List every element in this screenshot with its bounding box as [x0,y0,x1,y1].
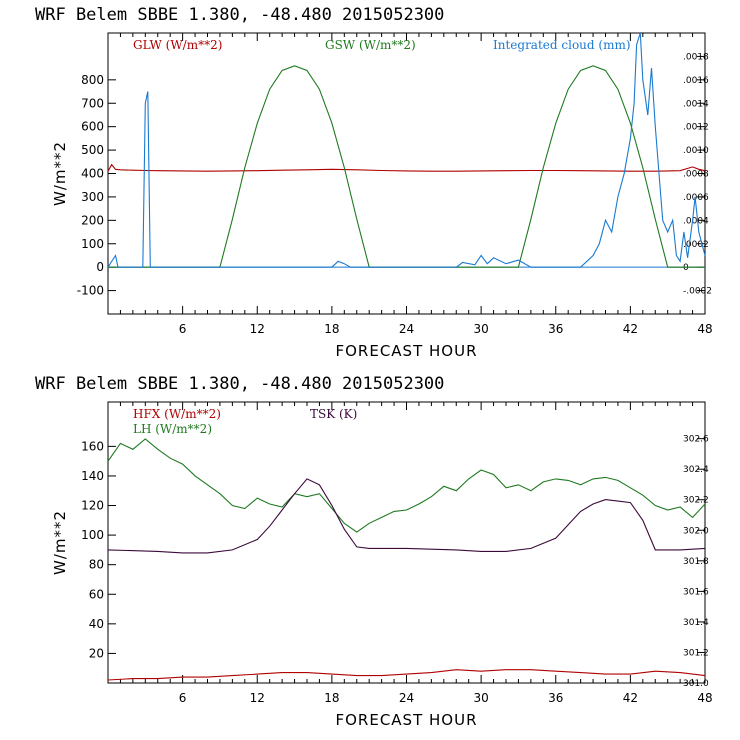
y-tick-label: 140 [81,469,104,483]
y-tick-label: -100 [77,284,104,298]
y-tick-label: 80 [89,558,104,572]
y-tick-label: 800 [81,73,104,87]
chart-panel-1: WRF Belem SBBE 1.380, -48.480 2015052300… [35,5,713,360]
x-tick-label: 24 [399,691,414,705]
y2-tick-label: -.0002 [683,287,712,297]
y2-tick-label: .0008 [683,170,709,180]
chart-title: WRF Belem SBBE 1.380, -48.480 2015052300 [35,5,444,25]
legend-entry-1: GLW (W/m**2) [133,38,222,52]
x-tick-label: 18 [324,691,339,705]
series-line-3 [107,478,706,554]
y-tick-label: 400 [81,167,104,181]
legend-entry-2: GSW (W/m**2) [325,38,416,52]
y2-tick-label: .0002 [683,240,709,250]
x-tick-label: 24 [399,322,414,336]
x-tick-label: 42 [623,322,638,336]
series-line-3 [107,32,706,268]
x-tick-label: 48 [697,322,712,336]
x-tick-label: 6 [179,691,187,705]
legend-entry-3: Integrated cloud (mm) [493,38,631,52]
y-tick-label: 40 [89,617,104,631]
y-tick-label: 0 [96,260,104,274]
y2-tick-label: 301.4 [683,618,709,628]
x-axis-label: FORECAST HOUR [335,342,477,360]
y2-tick-label: 302.6 [683,435,709,445]
plot-frame [107,32,706,315]
series-line-2 [108,65,705,268]
y-axis-label: W/m**2 [51,141,69,206]
series-line-1 [107,163,706,172]
legend-entry-3: TSK (K) [310,407,357,421]
y2-tick-label: 0 [683,263,689,273]
x-tick-label: 48 [697,691,712,705]
y-tick-label: 120 [81,499,104,513]
y-tick-label: 100 [81,237,104,251]
y2-tick-label: .0016 [683,76,709,86]
x-axis-label: FORECAST HOUR [335,711,477,729]
y2-tick-label: 302.0 [683,526,709,536]
x-tick-label: 12 [250,691,265,705]
y2-tick-label: .0004 [683,216,709,226]
x-tick-label: 30 [473,691,488,705]
y-tick-label: 300 [81,190,104,204]
y2-tick-label: 302.2 [683,496,709,506]
chart-panel-2: WRF Belem SBBE 1.380, -48.480 2015052300… [35,374,713,729]
x-tick-label: 30 [473,322,488,336]
y2-tick-label: .0018 [683,52,709,62]
y2-tick-label: .0010 [683,146,709,156]
legend-entry-1: HFX (W/m**2) [133,407,221,421]
plot-frame [107,401,706,684]
series-line-1 [107,669,706,681]
y2-tick-label: 302.4 [683,465,709,475]
y-tick-label: 160 [81,439,104,453]
x-tick-label: 36 [548,691,563,705]
x-tick-label: 36 [548,322,563,336]
x-tick-label: 18 [324,322,339,336]
legend-entry-2: LH (W/m**2) [133,422,212,436]
y2-tick-label: .0012 [683,123,709,133]
x-tick-label: 6 [179,322,187,336]
y-tick-label: 200 [81,213,104,227]
chart-title: WRF Belem SBBE 1.380, -48.480 2015052300 [35,374,444,394]
y-tick-label: 600 [81,120,104,134]
y2-tick-label: 301.8 [683,557,709,567]
x-tick-label: 12 [250,322,265,336]
series-line-2 [107,438,706,533]
y2-tick-label: 301.0 [683,679,709,689]
y-tick-label: 700 [81,96,104,110]
y2-tick-label: 301.2 [683,648,709,658]
y-tick-label: 100 [81,528,104,542]
y2-tick-label: .0006 [683,193,709,203]
x-tick-label: 42 [623,691,638,705]
y-axis-label: W/m**2 [51,510,69,575]
y2-tick-label: .0014 [683,99,709,109]
y-tick-label: 500 [81,143,104,157]
y2-tick-label: 301.6 [683,587,709,597]
y-tick-label: 60 [89,587,104,601]
y-tick-label: 20 [89,646,104,660]
